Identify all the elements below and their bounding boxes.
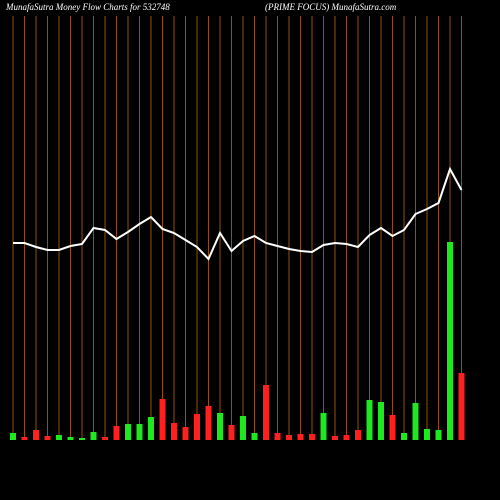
bar bbox=[125, 424, 131, 440]
bar bbox=[205, 406, 212, 440]
bar bbox=[389, 415, 396, 440]
bar bbox=[366, 400, 373, 440]
bar bbox=[274, 433, 281, 440]
bar bbox=[343, 435, 350, 440]
bar bbox=[182, 427, 189, 440]
chart-subtitle: (PRIME FOCUS) MunafaSutra.com bbox=[265, 2, 397, 12]
bar bbox=[251, 433, 258, 440]
bar bbox=[378, 402, 384, 440]
bar bbox=[240, 416, 246, 440]
bar bbox=[21, 437, 28, 440]
bar bbox=[136, 424, 143, 440]
bar bbox=[102, 437, 108, 440]
bar bbox=[33, 430, 39, 440]
bar bbox=[90, 432, 97, 440]
bar bbox=[159, 399, 166, 440]
bar bbox=[10, 433, 16, 440]
bar bbox=[424, 429, 430, 440]
bar bbox=[447, 242, 453, 440]
bar bbox=[79, 438, 85, 440]
bar bbox=[148, 417, 154, 440]
bar bbox=[435, 430, 442, 440]
bar bbox=[263, 385, 269, 440]
chart-title: MunafaSutra Money Flow Charts for 532748 bbox=[5, 2, 170, 12]
bar bbox=[67, 437, 74, 440]
bar bbox=[286, 435, 292, 440]
bar bbox=[194, 414, 200, 440]
bar bbox=[401, 433, 407, 440]
bar bbox=[332, 436, 338, 440]
bar bbox=[44, 436, 51, 440]
bar bbox=[113, 426, 120, 440]
bar bbox=[56, 435, 62, 440]
money-flow-line bbox=[13, 166, 463, 261]
bar bbox=[309, 434, 315, 440]
bar bbox=[171, 423, 177, 440]
bar bbox=[217, 413, 223, 440]
bar bbox=[355, 430, 361, 440]
bar bbox=[458, 373, 465, 440]
bar bbox=[228, 425, 235, 440]
bar bbox=[412, 403, 419, 440]
bar bbox=[320, 413, 327, 440]
bar bbox=[297, 434, 304, 440]
